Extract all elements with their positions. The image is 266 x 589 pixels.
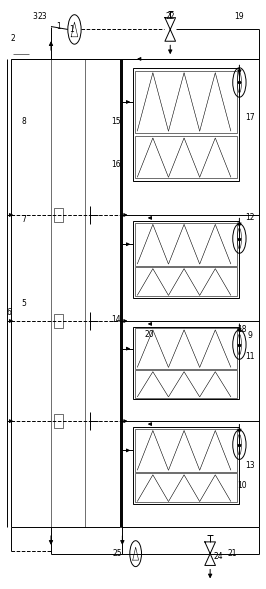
Text: 19: 19	[235, 12, 244, 21]
Bar	[135, 267, 237, 296]
Text: 23: 23	[38, 12, 47, 21]
Text: 2: 2	[11, 34, 16, 43]
Text: 21: 21	[228, 549, 238, 558]
Text: 22: 22	[165, 12, 175, 21]
Text: 18: 18	[237, 325, 247, 335]
Bar	[135, 429, 237, 472]
Bar	[133, 221, 239, 297]
Text: 14: 14	[111, 315, 120, 325]
Text: 8: 8	[22, 117, 26, 127]
Text: 10: 10	[237, 481, 247, 491]
Bar	[135, 223, 237, 266]
Bar	[54, 208, 63, 222]
Text: 9: 9	[248, 331, 252, 340]
Text: 1: 1	[69, 25, 74, 34]
Text: 12: 12	[245, 213, 255, 223]
Text: 17: 17	[245, 113, 255, 123]
Bar	[135, 71, 237, 134]
Text: 13: 13	[245, 461, 255, 470]
Text: 7: 7	[22, 215, 26, 224]
Text: 5: 5	[22, 299, 26, 308]
Text: 25: 25	[112, 549, 122, 558]
Bar	[133, 428, 239, 504]
Bar	[54, 314, 63, 328]
Bar	[133, 327, 239, 399]
Text: 15: 15	[111, 117, 120, 127]
Text: 24: 24	[213, 552, 223, 561]
Bar	[54, 414, 63, 428]
Bar	[135, 329, 237, 369]
Text: 20: 20	[144, 330, 154, 339]
Text: 3: 3	[32, 12, 37, 21]
Bar	[133, 68, 239, 181]
Text: 11: 11	[245, 352, 255, 361]
Bar	[135, 370, 237, 398]
Text: 6: 6	[7, 307, 12, 317]
Text: 16: 16	[111, 160, 120, 170]
Bar	[135, 135, 237, 178]
Bar	[135, 474, 237, 502]
Text: 1: 1	[56, 22, 61, 31]
